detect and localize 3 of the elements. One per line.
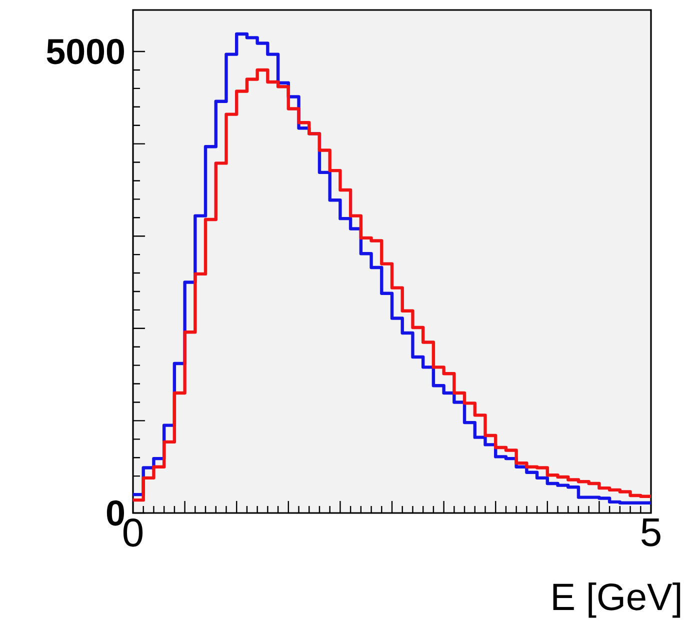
x-axis-title: E [GeV] [553, 582, 680, 618]
y-tick-label: 5000 [46, 38, 124, 64]
x-tick-label: 5 [642, 518, 660, 546]
